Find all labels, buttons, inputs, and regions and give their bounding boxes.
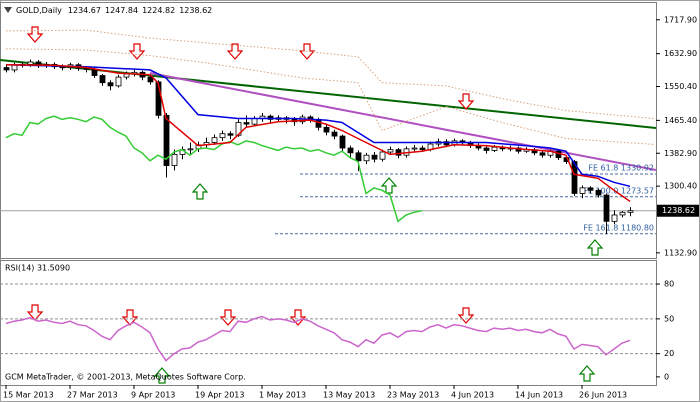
candle-body (147, 76, 154, 83)
candle-body (355, 152, 362, 162)
candle-body (491, 146, 498, 151)
rsi-line (5, 315, 631, 362)
candle-body (11, 64, 18, 71)
y-tick-label: 1382.90 (664, 149, 697, 158)
chart-title: GOLD,Daily 1234.67 1247.84 1224.82 1238.62 (16, 6, 212, 15)
price-tag (657, 204, 699, 217)
candle-body (115, 76, 122, 87)
x-tick-label: 19 Apr 2013 (195, 391, 244, 400)
fibo-label: FE 161.8 1180.80 (583, 223, 654, 232)
candle-body (627, 210, 634, 213)
x-tick-label: 26 Jun 2013 (579, 391, 627, 400)
candle-body (211, 137, 218, 143)
candle-body (27, 61, 34, 65)
y-tick-label: 80 (664, 280, 674, 289)
candle-body (123, 73, 130, 78)
main-panel (0, 2, 657, 259)
candle-body (227, 133, 234, 136)
candle-body (379, 151, 386, 160)
candle-body (363, 154, 370, 162)
ohlc-high: 1247.84 (105, 6, 138, 15)
y-tick-label: 1550.40 (664, 82, 697, 91)
candle-body (595, 189, 602, 196)
candle-body (107, 82, 114, 87)
candle-body (171, 154, 178, 166)
candle-body (371, 154, 378, 160)
candle-body (243, 122, 250, 125)
candle-body (3, 67, 10, 71)
ohlc-close: 1238.62 (179, 6, 212, 15)
candle-body (91, 68, 98, 76)
y-tick-label: 1300.40 (664, 182, 697, 191)
indicator-line (5, 64, 631, 188)
candle-body (339, 135, 346, 149)
candle-body (571, 161, 578, 194)
fibo-label: FE 61.8 1330.92 (588, 163, 654, 172)
candle-body (419, 147, 426, 151)
candle-body (323, 126, 330, 133)
x-tick-label: 1 May 2013 (259, 391, 306, 400)
panel-icon (4, 7, 12, 13)
x-tick-label: 9 Apr 2013 (131, 391, 175, 400)
candle-body (395, 149, 402, 156)
cloud-line (5, 29, 655, 119)
price-tag-label: 1238.62 (662, 206, 695, 215)
trend-line (149, 72, 657, 171)
copyright: GCM MetaTrader, © 2001-2013, MetaQuotes … (5, 373, 246, 382)
y-tick-label: 20 (664, 349, 674, 358)
candle-body (251, 118, 258, 125)
y-tick-label: 50 (664, 314, 674, 323)
x-tick-label: 14 Jun 2013 (515, 391, 563, 400)
candle-body (219, 133, 226, 139)
fibo-label: FE 100.0 1273.57 (583, 186, 654, 195)
candle-body (411, 147, 418, 150)
ohlc-open: 1234.67 (68, 6, 101, 15)
candle-body (387, 149, 394, 153)
candle-body (579, 187, 586, 194)
symbol: GOLD,Daily (16, 6, 62, 15)
cloud-line (5, 48, 655, 145)
ohlc-low: 1224.82 (142, 6, 175, 15)
candle-body (587, 187, 594, 191)
indicator-line (5, 64, 631, 203)
x-tick-label: 4 Jun 2013 (451, 391, 494, 400)
candle-body (187, 148, 194, 151)
rsi-panel (0, 260, 657, 386)
indicator-line (5, 115, 423, 223)
candle-body (163, 114, 170, 166)
candle-body (331, 131, 338, 137)
candle-body (619, 211, 626, 216)
candle-body (483, 147, 490, 151)
y-tick-label: 1717.90 (664, 15, 697, 24)
x-tick-label: 13 May 2013 (323, 391, 375, 400)
x-tick-label: 27 Mar 2013 (67, 391, 118, 400)
y-tick-label: 1632.90 (664, 49, 697, 58)
candle-body (603, 194, 610, 222)
x-tick-label: 23 May 2013 (387, 391, 439, 400)
y-tick-label: 0 (664, 372, 669, 381)
y-tick-label: 1465.40 (664, 116, 697, 125)
x-tick-label: 15 Mar 2013 (3, 391, 54, 400)
candle-body (539, 152, 546, 156)
candle-body (99, 75, 106, 84)
rsi-title: RSI(14) 31.5090 (5, 264, 70, 273)
candle-body (347, 147, 354, 154)
y-tick-label: 1132.90 (664, 248, 697, 257)
candle-body (611, 214, 618, 222)
